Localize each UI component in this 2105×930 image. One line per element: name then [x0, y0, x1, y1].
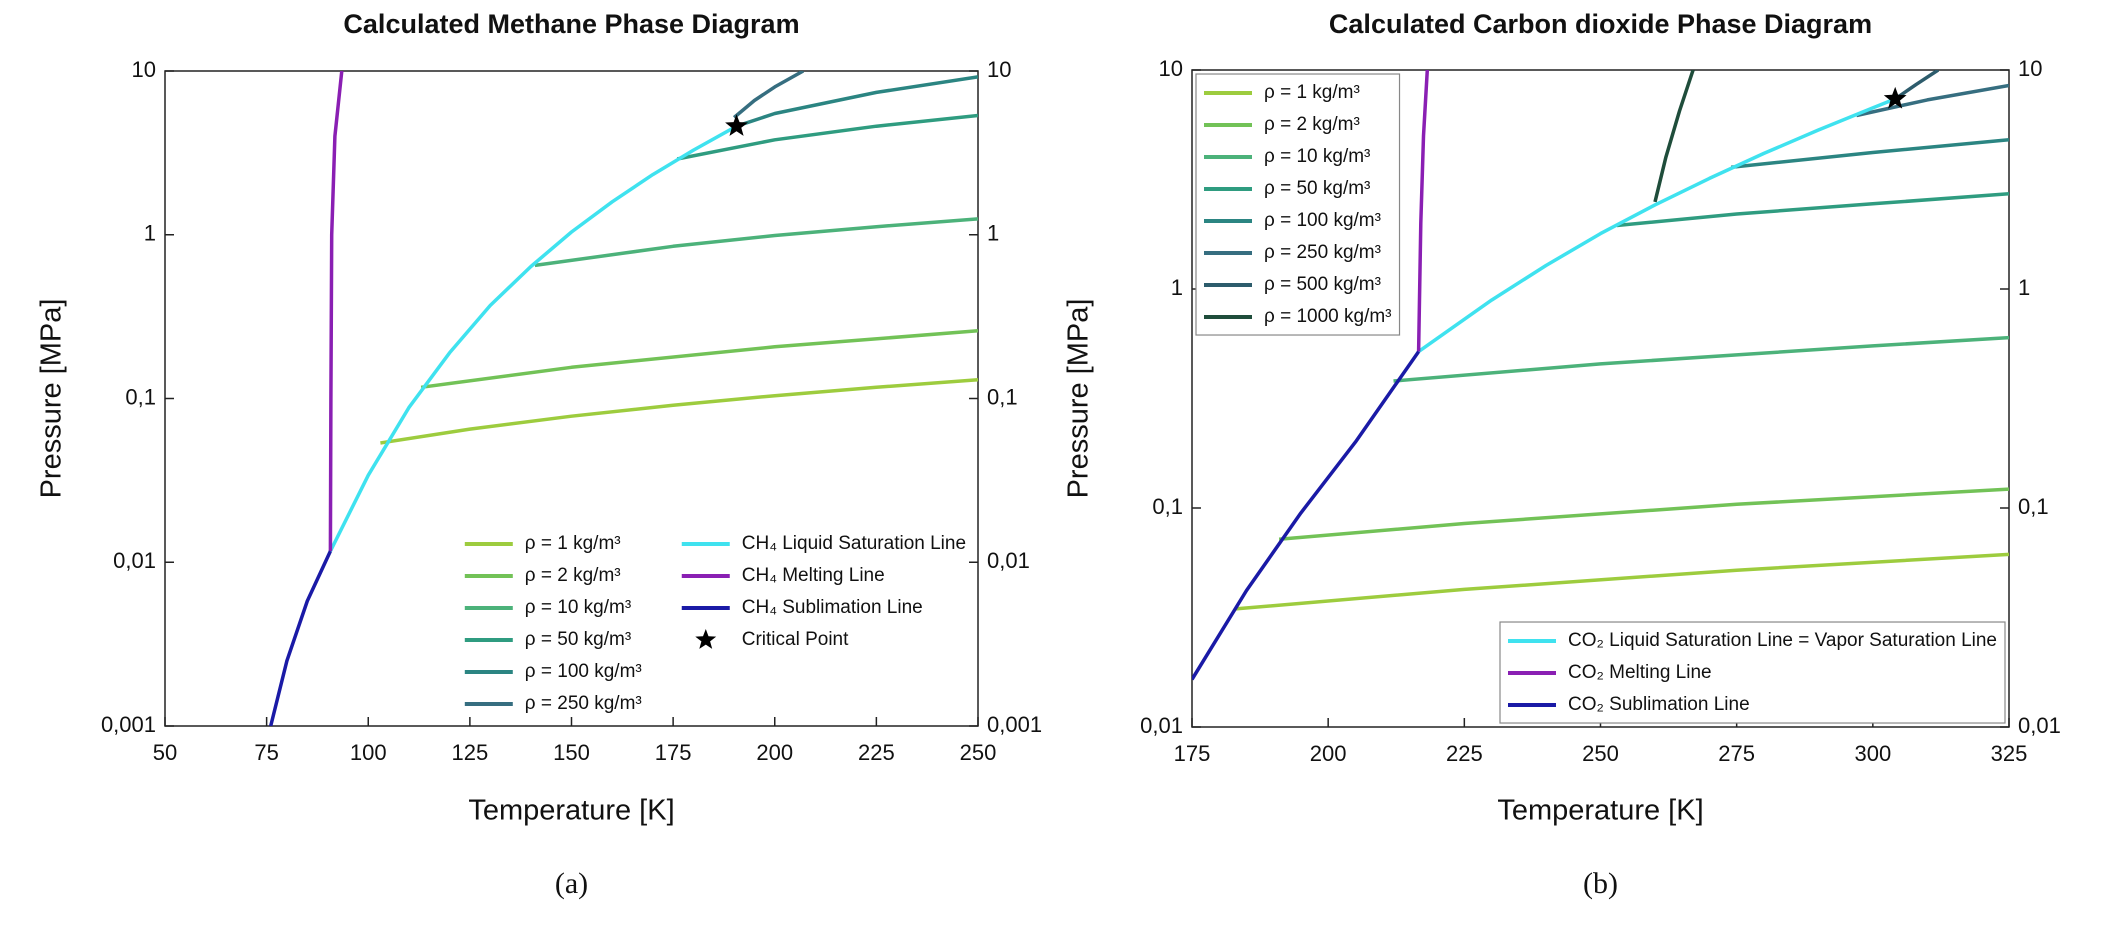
x-tick-label: 175 — [655, 740, 692, 765]
plot-area — [269, 71, 978, 726]
legend-label: ρ = 1 kg/m³ — [1264, 82, 1360, 103]
series-line — [534, 217, 978, 268]
legend-label: ρ = 1000 kg/m³ — [1264, 306, 1392, 327]
panel-label: (a) — [555, 867, 588, 900]
legend-label: ρ = 250 kg/m³ — [1264, 242, 1381, 263]
x-tick-label: 200 — [1310, 741, 1347, 766]
x-tick-label: 175 — [1174, 741, 1211, 766]
legend: ρ = 1 kg/m³ ρ = 2 kg/m³ ρ = 10 kg/m³ ρ = 50… — [1195, 73, 1401, 336]
legend-frame — [1499, 621, 2006, 724]
y-tick-label: 10 — [132, 57, 156, 82]
series-line — [1894, 70, 1940, 101]
legend-frame — [1195, 73, 1401, 336]
legend-label: ρ = 50 kg/m³ — [1264, 178, 1370, 199]
series-line — [328, 124, 738, 552]
legend-label: ρ = 10 kg/m³ — [1264, 146, 1370, 167]
y-tick-label-right: 1 — [2018, 275, 2030, 300]
series-line — [732, 71, 805, 119]
legend-label: CH₄ Liquid Saturation Line — [742, 533, 966, 554]
y-tick-label: 1 — [1171, 275, 1183, 300]
chart-title: Calculated Carbon dioxide Phase Diagram — [1329, 9, 1872, 39]
x-tick-label: 125 — [452, 740, 489, 765]
series-line — [1731, 138, 2009, 169]
series-line — [1192, 350, 1421, 681]
legend-label: ρ = 10 kg/m³ — [525, 597, 631, 618]
panel-label: (b) — [1583, 867, 1618, 900]
critical-point — [725, 114, 748, 136]
legend-label: ρ = 1 kg/m³ — [525, 533, 621, 554]
x-axis-label: Temperature [K] — [468, 795, 674, 827]
y-tick-label-right: 10 — [987, 57, 1011, 82]
legend-label: CH₄ Melting Line — [742, 565, 885, 586]
x-tick-label: 250 — [960, 740, 997, 765]
y-tick-label-right: 0,01 — [2018, 713, 2061, 738]
legend-label: ρ = 100 kg/m³ — [525, 661, 642, 682]
series-line — [380, 378, 978, 445]
y-tick-label: 0,1 — [125, 384, 156, 409]
series-line — [735, 75, 978, 128]
series-line — [1278, 487, 2009, 541]
legend: CO₂ Liquid Saturation Line = Vapor Satur… — [1499, 621, 2006, 724]
series-line — [1856, 83, 2009, 118]
series-line — [328, 71, 344, 552]
x-tick-label: 225 — [858, 740, 895, 765]
y-tick-label: 0,001 — [101, 712, 156, 737]
legend-marker — [695, 629, 717, 649]
legend-label: ρ = 50 kg/m³ — [525, 629, 631, 650]
legend-label: ρ = 500 kg/m³ — [1264, 274, 1381, 295]
x-tick-label: 300 — [1854, 741, 1891, 766]
series-line — [1235, 552, 2009, 611]
y-tick-label-right: 1 — [987, 221, 999, 246]
x-axis-label: Temperature [K] — [1497, 795, 1703, 827]
series-line — [1653, 70, 1695, 203]
y-tick-label: 10 — [1159, 56, 1183, 81]
y-tick-label-right: 0,001 — [987, 712, 1042, 737]
legend-label: CO₂ Liquid Saturation Line = Vapor Satur… — [1568, 630, 1997, 651]
legend-label: ρ = 250 kg/m³ — [525, 693, 642, 714]
x-tick-label: 225 — [1446, 741, 1483, 766]
x-tick-label: 75 — [254, 740, 278, 765]
y-tick-label-right: 0,1 — [2018, 494, 2049, 519]
x-tick-label: 200 — [756, 740, 793, 765]
x-tick-label: 325 — [1991, 741, 2028, 766]
x-tick-label: 250 — [1582, 741, 1619, 766]
legend-label: CO₂ Sublimation Line — [1568, 694, 1750, 715]
legend-label: CO₂ Melting Line — [1568, 662, 1712, 683]
legend-label: Critical Point — [742, 629, 849, 650]
legend-label: ρ = 100 kg/m³ — [1264, 210, 1381, 231]
series-line — [1393, 335, 2009, 383]
y-tick-label-right: 10 — [2018, 56, 2042, 81]
x-tick-label: 50 — [153, 740, 177, 765]
chart-title: Calculated Methane Phase Diagram — [343, 9, 799, 39]
y-axis-label: Pressure [MPa] — [1063, 299, 1095, 499]
x-tick-label: 275 — [1718, 741, 1755, 766]
legend-label: ρ = 2 kg/m³ — [1264, 114, 1360, 135]
plot-frame — [164, 70, 979, 727]
x-tick-label: 150 — [553, 740, 590, 765]
x-tick-label: 100 — [350, 740, 387, 765]
critical-point — [1883, 86, 1907, 109]
y-tick-label: 0,01 — [1140, 713, 1183, 738]
series-line — [676, 113, 978, 161]
series-line — [1417, 97, 1896, 354]
series-line — [420, 329, 978, 390]
y-tick-label-right: 0,1 — [987, 384, 1018, 409]
series-line — [269, 550, 332, 726]
legend-label: CH₄ Sublimation Line — [742, 597, 923, 618]
legend-label: ρ = 2 kg/m³ — [525, 565, 621, 586]
plot-area — [1192, 70, 2009, 681]
y-tick-label: 0,1 — [1152, 494, 1183, 519]
y-tick-label: 0,01 — [113, 548, 156, 573]
series-line — [1416, 70, 1430, 352]
y-tick-label: 1 — [144, 221, 156, 246]
legend: ρ = 1 kg/m³ ρ = 2 kg/m³ ρ = 10 kg/m³ ρ = 50… — [464, 533, 966, 714]
y-tick-label-right: 0,01 — [987, 548, 1030, 573]
y-axis-label: Pressure [MPa] — [36, 299, 68, 499]
series-line — [1616, 192, 2009, 228]
